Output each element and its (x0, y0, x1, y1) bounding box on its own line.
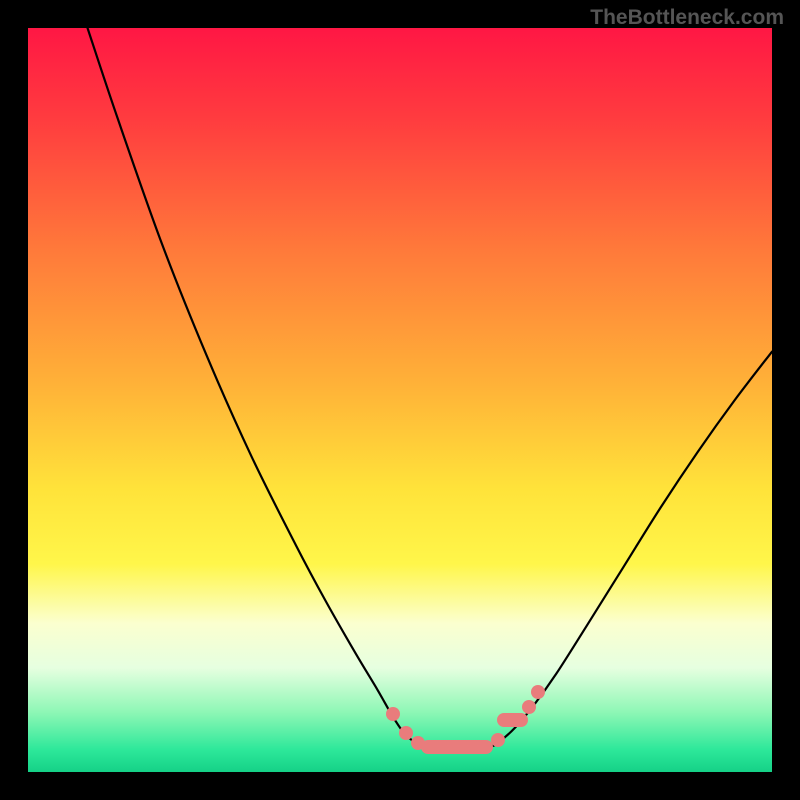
chart-container: TheBottleneck.com (0, 0, 800, 800)
curve-svg (28, 28, 772, 772)
watermark-text: TheBottleneck.com (590, 6, 784, 30)
bottleneck-curve (88, 28, 772, 747)
data-marker (386, 707, 400, 721)
data-marker (421, 740, 492, 754)
data-marker (531, 685, 545, 699)
chart-plot-area (28, 28, 772, 772)
data-marker (522, 700, 536, 714)
data-marker (497, 713, 528, 727)
